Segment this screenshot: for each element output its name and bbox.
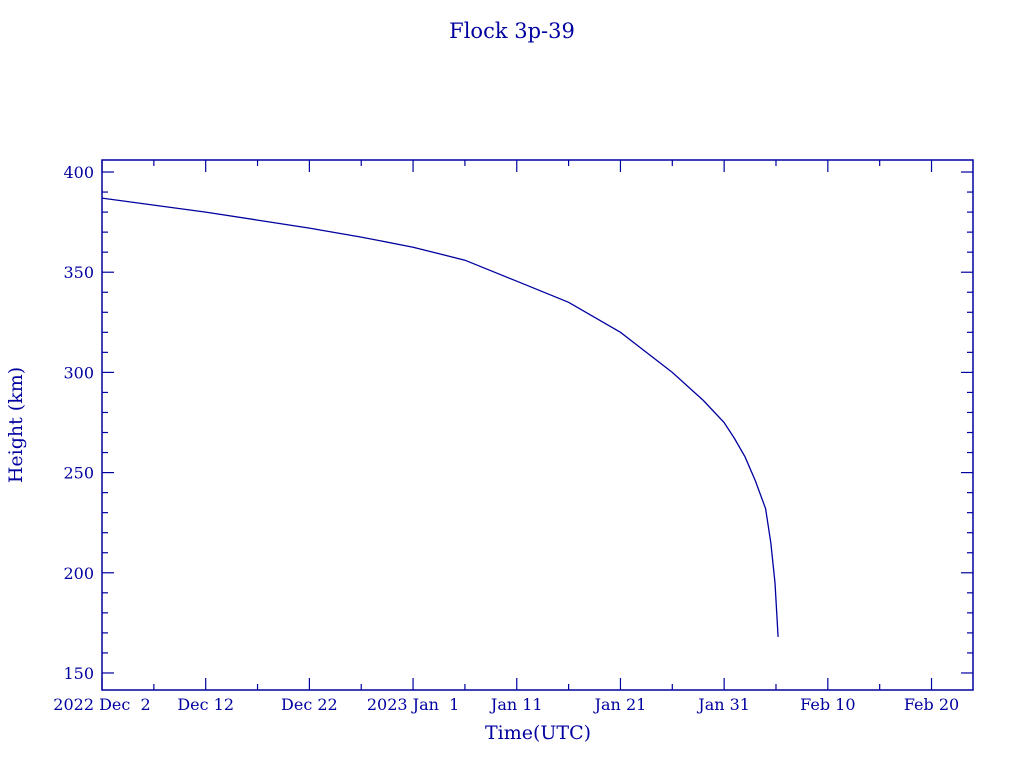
y-axis-label: Height (km)	[5, 367, 27, 483]
x-tick-label: 2023 Jan 1	[367, 695, 459, 714]
x-tick-label: Feb 20	[904, 695, 959, 714]
x-tick-label: 2022 Dec 2	[53, 695, 150, 714]
x-tick-label: Feb 10	[800, 695, 855, 714]
chart-title: Flock 3p-39	[449, 19, 575, 43]
y-tick-label: 350	[63, 263, 94, 282]
y-tick-label: 300	[63, 363, 94, 382]
x-tick-label: Jan 11	[489, 695, 543, 714]
y-tick-label: 150	[63, 664, 94, 683]
x-tick-label: Jan 21	[593, 695, 647, 714]
x-tick-label: Jan 31	[696, 695, 750, 714]
height-series-line	[101, 197, 779, 637]
y-tick-label: 200	[63, 564, 94, 583]
y-tick-label: 400	[63, 163, 94, 182]
plot-frame	[101, 159, 974, 691]
x-tick-label: Dec 12	[177, 695, 234, 714]
y-tick-label: 250	[63, 464, 94, 483]
x-axis-label: Time(UTC)	[485, 722, 591, 744]
x-tick-label: Dec 22	[281, 695, 338, 714]
